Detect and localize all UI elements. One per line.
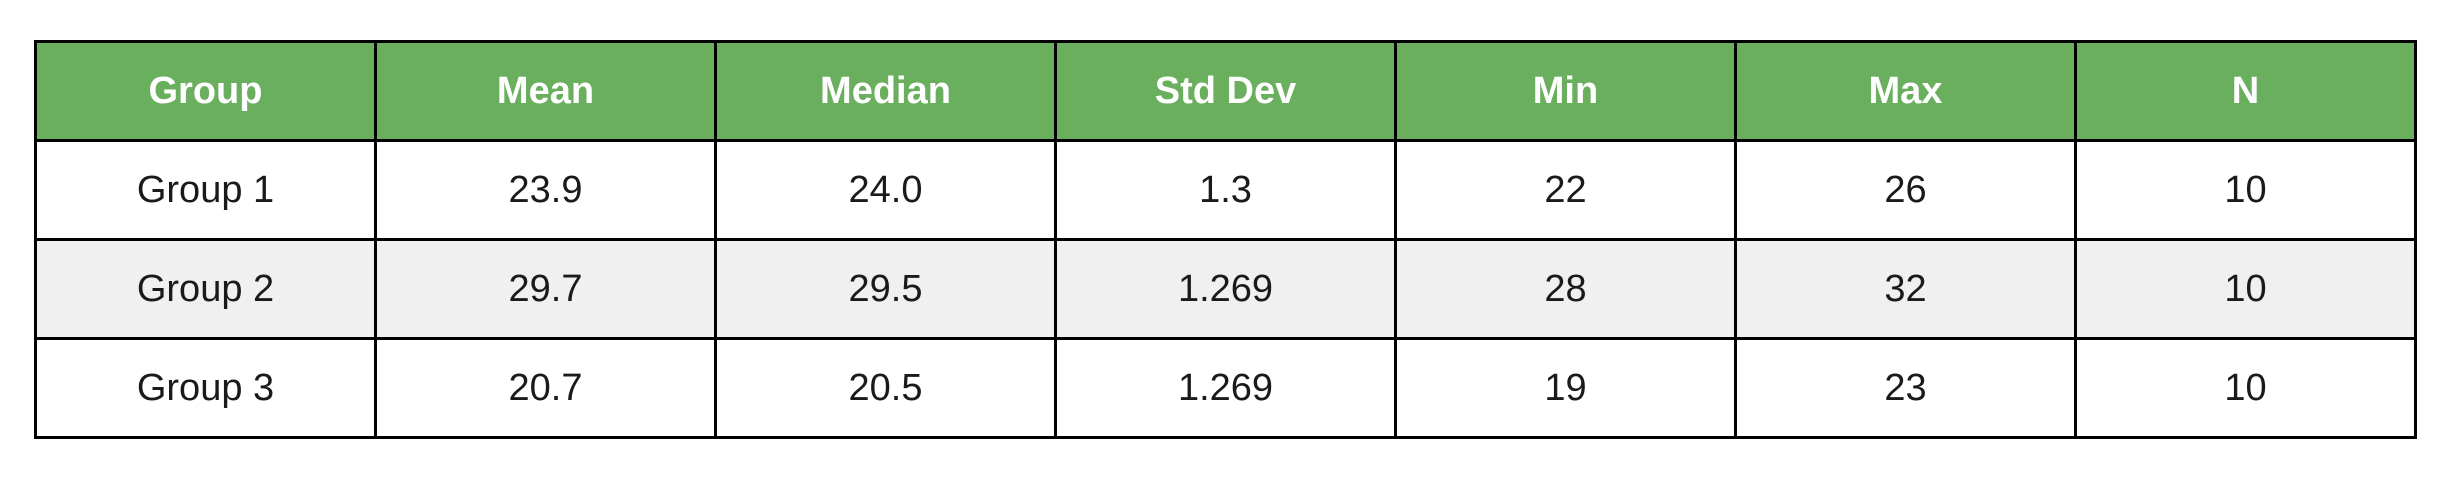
cell-min: 22 (1394, 139, 1737, 241)
cell-max: 26 (1734, 139, 2077, 241)
table-body: Group 1 23.9 24.0 1.3 22 26 10 Group 2 2… (34, 139, 2417, 439)
cell-mean: 29.7 (374, 238, 717, 340)
table-header: Group Mean Median Std Dev Min Max N (34, 40, 2417, 142)
cell-min: 19 (1394, 337, 1737, 439)
cell-std-dev: 1.269 (1054, 238, 1397, 340)
cell-group: Group 3 (34, 337, 377, 439)
cell-median: 20.5 (714, 337, 1057, 439)
cell-mean: 23.9 (374, 139, 717, 241)
header-row: Group Mean Median Std Dev Min Max N (34, 40, 2417, 142)
cell-n: 10 (2074, 337, 2417, 439)
cell-n: 10 (2074, 139, 2417, 241)
statistics-table: Group Mean Median Std Dev Min Max N Grou… (34, 40, 2417, 439)
header-cell-min: Min (1394, 40, 1737, 142)
cell-group: Group 2 (34, 238, 377, 340)
table-row: Group 2 29.7 29.5 1.269 28 32 10 (34, 238, 2417, 340)
header-cell-std-dev: Std Dev (1054, 40, 1397, 142)
cell-mean: 20.7 (374, 337, 717, 439)
header-cell-max: Max (1734, 40, 2077, 142)
table-row: Group 3 20.7 20.5 1.269 19 23 10 (34, 337, 2417, 439)
cell-max: 23 (1734, 337, 2077, 439)
cell-min: 28 (1394, 238, 1737, 340)
table-row: Group 1 23.9 24.0 1.3 22 26 10 (34, 139, 2417, 241)
header-cell-mean: Mean (374, 40, 717, 142)
cell-median: 29.5 (714, 238, 1057, 340)
cell-std-dev: 1.3 (1054, 139, 1397, 241)
cell-max: 32 (1734, 238, 2077, 340)
header-cell-group: Group (34, 40, 377, 142)
cell-median: 24.0 (714, 139, 1057, 241)
header-cell-n: N (2074, 40, 2417, 142)
cell-group: Group 1 (34, 139, 377, 241)
cell-n: 10 (2074, 238, 2417, 340)
cell-std-dev: 1.269 (1054, 337, 1397, 439)
header-cell-median: Median (714, 40, 1057, 142)
